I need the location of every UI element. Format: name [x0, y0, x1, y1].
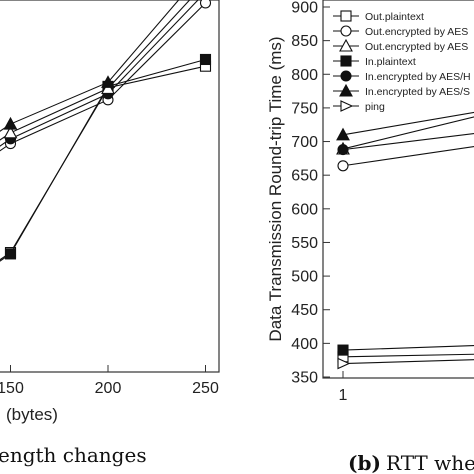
right-data-point	[336, 127, 350, 141]
legend-marker	[340, 10, 352, 22]
left-series-line	[0, 0, 191, 141]
legend-entry: In.encrypted by AES/S	[333, 83, 470, 98]
left-series-2	[0, 0, 212, 152]
right-y-tick-label: 900	[291, 0, 318, 17]
legend-marker	[340, 25, 352, 37]
right-series-line	[342, 145, 474, 167]
legend-entry: Out.encrypted by AES	[333, 25, 468, 38]
left-data-point	[199, 0, 212, 9]
right-series-5	[336, 111, 474, 141]
right-data-point	[337, 160, 349, 172]
right-legend: Out.plaintext Out.encrypted by AES Out.enc…	[333, 10, 471, 113]
left-x-tick-label: 250	[192, 380, 219, 397]
left-data-point	[199, 53, 212, 66]
left-chart: 150 200 250 (bytes) ength changes	[0, 0, 220, 467]
right-plot-frame	[322, 0, 474, 379]
legend-label: In.plaintext	[365, 56, 416, 68]
right-data-point	[337, 144, 349, 156]
legend-marker	[340, 100, 354, 112]
legend-entry: In.plaintext	[333, 55, 416, 68]
legend-entry: ping	[333, 100, 385, 113]
right-x-tick-label: 1	[339, 387, 348, 404]
right-y-tick-label: 350	[291, 370, 318, 387]
left-plot-frame	[0, 0, 220, 373]
legend-label: Out.plaintext	[365, 11, 424, 23]
right-series-line	[342, 359, 474, 365]
left-data-point	[101, 75, 115, 88]
left-x-tick-label: 150	[0, 380, 24, 397]
left-series-3	[0, 0, 199, 147]
right-y-tick-label: 700	[291, 134, 318, 151]
right-y-tick-label: 600	[291, 201, 318, 218]
right-series-6	[337, 357, 474, 370]
legend-marker	[339, 83, 353, 97]
left-series-5	[0, 0, 180, 132]
right-y-tick-label: 550	[291, 235, 318, 252]
right-y-tick-label: 850	[291, 33, 318, 50]
left-series-line	[0, 58, 206, 262]
left-series-line	[0, 0, 199, 147]
legend-entry: Out.plaintext	[333, 10, 424, 23]
legend-label: In.encrypted by AES/S	[365, 86, 470, 98]
right-data-point	[337, 344, 349, 356]
right-y-tick-label: 400	[291, 336, 318, 353]
left-data-point	[3, 125, 18, 139]
right-x-ticks: 1	[339, 371, 348, 404]
right-chart: 350 400 450 500 550 600 650 700 750 800 850 900 1 O…	[266, 0, 474, 474]
left-data-point	[4, 248, 17, 260]
left-series-4	[0, 0, 191, 141]
right-series-line	[342, 116, 474, 150]
right-series-line	[342, 353, 474, 358]
right-series-1	[337, 145, 474, 172]
legend-marker	[340, 70, 352, 82]
legend-entry: Out.encrypted by AES	[333, 38, 468, 53]
right-y-tick-label: 650	[291, 168, 318, 185]
legend-label: Out.encrypted by AES	[365, 26, 468, 38]
right-y-tick-label: 500	[291, 269, 318, 286]
legend-label: ping	[365, 101, 385, 113]
left-data-point	[101, 81, 115, 94]
right-series-line	[342, 133, 474, 151]
right-caption: RTT whe	[386, 451, 474, 474]
left-series-group	[0, 0, 212, 262]
right-series-line	[342, 345, 474, 351]
left-data-point	[3, 116, 18, 130]
legend-label: Out.encrypted by AES	[365, 41, 468, 53]
left-series-line	[0, 0, 180, 132]
right-y-ticks: 350 400 450 500 550 600 650 700 750 800 850 900	[291, 0, 330, 387]
right-y-tick-label: 800	[291, 67, 318, 84]
right-caption-label: (b)	[348, 451, 381, 474]
left-series-line	[0, 2, 206, 152]
legend-label: In.encrypted by AES/H	[365, 71, 471, 83]
right-data-point	[337, 357, 351, 370]
right-y-tick-label: 450	[291, 302, 318, 319]
left-x-ticks: 150 200 250	[0, 365, 219, 397]
left-x-axis-label: (bytes)	[6, 405, 58, 424]
left-x-tick-label: 200	[95, 380, 122, 397]
right-y-tick-label: 750	[291, 100, 318, 117]
right-series-group	[336, 111, 474, 370]
right-series-3	[337, 344, 474, 356]
right-series-4	[337, 133, 474, 156]
legend-entry: In.encrypted by AES/H	[333, 70, 471, 83]
right-series-line	[342, 111, 474, 136]
right-y-axis-label: Data Transmission Round-trip Time (ms)	[266, 36, 285, 341]
legend-marker	[339, 38, 353, 52]
legend-marker	[340, 55, 352, 67]
left-caption: ength changes	[0, 443, 147, 467]
